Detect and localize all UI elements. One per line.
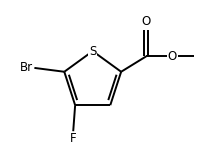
Text: Br: Br <box>20 61 33 74</box>
Text: O: O <box>142 15 151 28</box>
Text: F: F <box>70 132 77 145</box>
Text: O: O <box>168 50 177 63</box>
Text: S: S <box>89 45 96 58</box>
